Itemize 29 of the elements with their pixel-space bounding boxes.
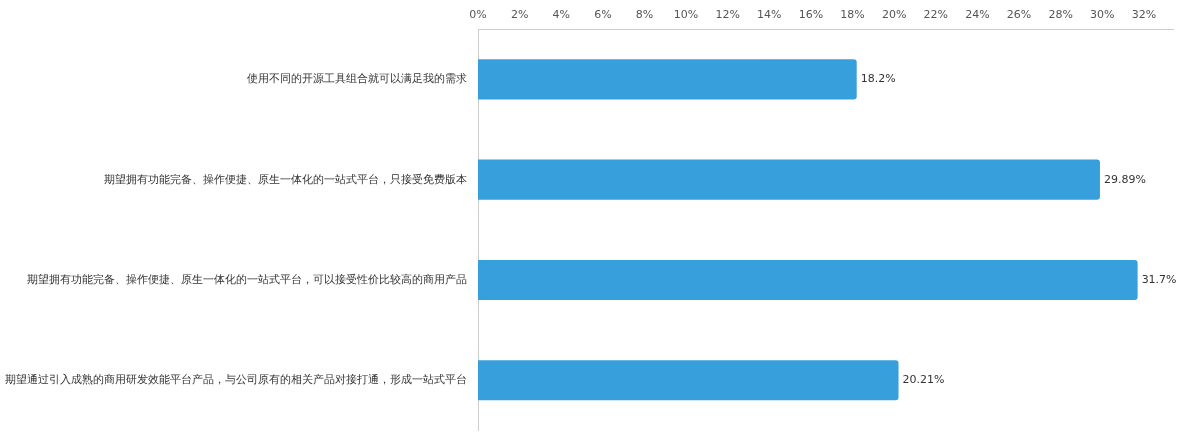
x-tick-label: 8% bbox=[635, 8, 654, 22]
bar bbox=[478, 360, 899, 401]
x-tick-label: 16% bbox=[798, 8, 824, 22]
x-tick-label: 10% bbox=[673, 8, 699, 22]
x-tick-label: 14% bbox=[757, 8, 782, 22]
y-tick-label: 期望通过引入成熟的商用研发效能平台产品，与公司原有的相关产品对接打通，形成一站式平台 bbox=[5, 373, 467, 387]
x-tick-label: 18% bbox=[840, 8, 865, 22]
x-tick-label: 4% bbox=[552, 8, 570, 22]
data-label: 20.21% bbox=[902, 373, 945, 387]
data-label: 31.7% bbox=[1141, 272, 1177, 286]
y-tick-label: 期望拥有功能完备、操作便捷、原生一体化的一站式平台，可以接受性价比较高的商用产品 bbox=[27, 272, 467, 286]
x-tick-label: 2% bbox=[510, 8, 529, 22]
x-tick-label: 28% bbox=[1048, 8, 1073, 22]
x-tick-label: 22% bbox=[923, 8, 949, 22]
data-label: 29.89% bbox=[1103, 172, 1146, 186]
x-tick-label: 20% bbox=[881, 8, 907, 22]
x-tick-label: 26% bbox=[1006, 8, 1032, 22]
x-tick-label: 12% bbox=[715, 8, 740, 22]
bar bbox=[478, 59, 857, 100]
y-tick-label: 使用不同的开源工具组合就可以满足我的需求 bbox=[247, 72, 467, 86]
x-tick-label: 6% bbox=[594, 8, 612, 22]
bar bbox=[478, 159, 1100, 200]
x-tick-label: 24% bbox=[965, 8, 990, 22]
x-tick-label: 32% bbox=[1131, 8, 1157, 22]
y-tick-label: 期望拥有功能完备、操作便捷、原生一体化的一站式平台，只接受免费版本 bbox=[104, 172, 467, 186]
x-tick-label: 30% bbox=[1090, 8, 1115, 22]
x-tick-label: 0% bbox=[469, 8, 487, 22]
bar bbox=[478, 259, 1138, 301]
data-label: 18.2% bbox=[860, 72, 896, 86]
